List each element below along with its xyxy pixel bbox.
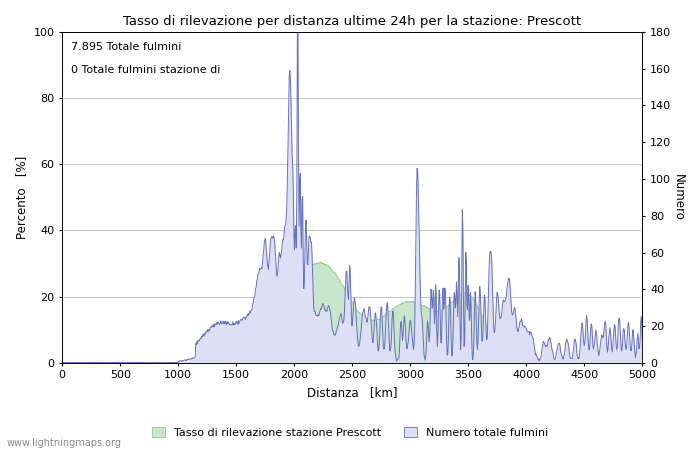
Y-axis label: Percento   [%]: Percento [%] (15, 156, 28, 239)
Title: Tasso di rilevazione per distanza ultime 24h per la stazione: Prescott: Tasso di rilevazione per distanza ultime… (123, 15, 581, 28)
Text: www.lightningmaps.org: www.lightningmaps.org (7, 438, 122, 448)
Legend: Tasso di rilevazione stazione Prescott, Numero totale fulmini: Tasso di rilevazione stazione Prescott, … (148, 423, 552, 442)
Text: 0 Totale fulmini stazione di: 0 Totale fulmini stazione di (71, 65, 220, 75)
Text: 7.895 Totale fulmini: 7.895 Totale fulmini (71, 42, 181, 52)
Y-axis label: Numero: Numero (672, 174, 685, 221)
X-axis label: Distanza   [km]: Distanza [km] (307, 386, 398, 399)
